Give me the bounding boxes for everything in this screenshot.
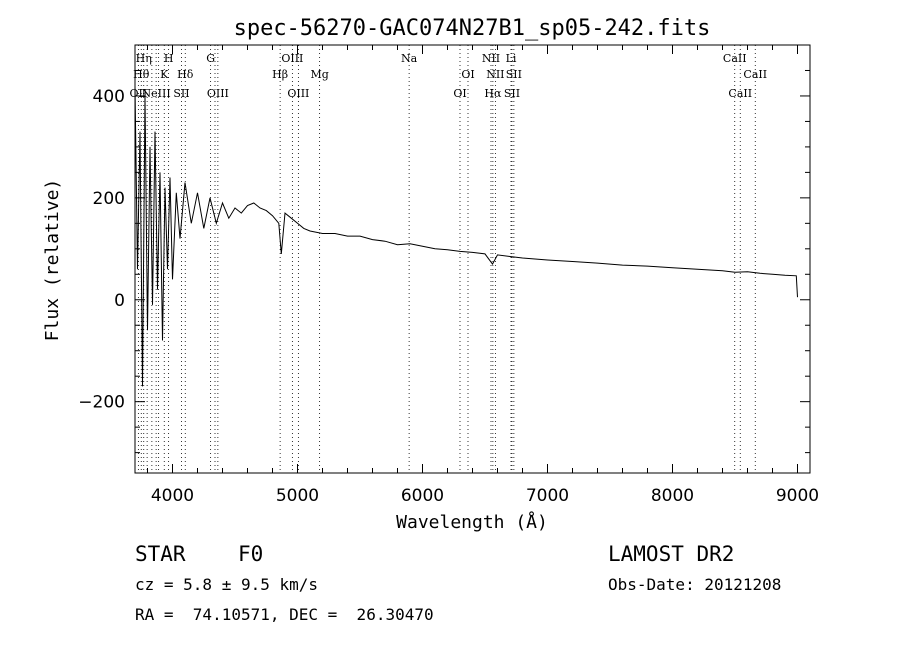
spectral-line-label: G bbox=[206, 52, 215, 65]
spectrum-line bbox=[134, 85, 798, 387]
x-tick-label: 7000 bbox=[526, 486, 569, 506]
spectral-line-label: Hθ bbox=[133, 68, 150, 81]
y-axis: −200 0 200 400 bbox=[78, 44, 810, 454]
redshift-velocity: cz = 5.8 ± 9.5 km/s bbox=[135, 575, 319, 594]
y-axis-label: Flux (relative) bbox=[42, 179, 63, 342]
spectral-line-label: K bbox=[160, 68, 169, 81]
survey-name: LAMOST DR2 bbox=[608, 542, 735, 566]
x-tick-label: 9000 bbox=[776, 486, 819, 506]
x-tick-label: 8000 bbox=[651, 486, 694, 506]
spectral-line-label: OIII bbox=[207, 87, 229, 100]
spectral-line-label: Li bbox=[506, 52, 517, 65]
spectral-line-label: SII bbox=[173, 87, 189, 100]
spectral-line-label: Hα bbox=[484, 87, 502, 100]
spectral-line-label: CaII bbox=[728, 87, 752, 100]
spectral-line-label: Hδ bbox=[177, 68, 194, 81]
spectral-line-label: NeIII bbox=[142, 87, 171, 100]
spectral-line-label: OII bbox=[130, 87, 148, 100]
y-tick-label: −200 bbox=[78, 393, 125, 413]
spectral-line-label: SII bbox=[504, 87, 520, 100]
spectral-line-label: OIII bbox=[281, 52, 303, 65]
spectral-line-label: Hη bbox=[136, 52, 152, 65]
spectral-line-label: NII bbox=[486, 68, 504, 81]
plot-frame bbox=[134, 44, 811, 474]
spectral-line-label: OI bbox=[453, 87, 466, 100]
y-tick-label: 400 bbox=[93, 87, 125, 107]
spectral-line-label: Hβ bbox=[272, 68, 288, 81]
observation-date: Obs-Date: 20121208 bbox=[608, 575, 782, 594]
spectral-line-label: Mg bbox=[310, 68, 328, 81]
x-axis-label: Wavelength (Å) bbox=[396, 511, 548, 533]
x-tick-label: 5000 bbox=[276, 486, 319, 506]
spectral-line-label: OI bbox=[461, 68, 474, 81]
spectral-line-label: Na bbox=[401, 52, 418, 65]
spectral-line-markers: OIIHθHηNeIIIKHSIIHδGOIIIHβOIIIOIIIMgNaOI… bbox=[130, 45, 767, 473]
spectral-line-label: CaII bbox=[723, 52, 747, 65]
spectral-line-label: SII bbox=[506, 68, 522, 81]
spectral-line-label: NII bbox=[482, 52, 500, 65]
sky-coordinates: RA = 74.10571, DEC = 26.30470 bbox=[135, 605, 434, 624]
y-tick-label: 0 bbox=[114, 291, 125, 311]
y-tick-label: 200 bbox=[93, 189, 125, 209]
spectral-line-label: OIII bbox=[287, 87, 309, 100]
object-class: STAR bbox=[135, 542, 186, 566]
spectral-line-label: H bbox=[164, 52, 174, 65]
x-tick-label: 4000 bbox=[151, 486, 194, 506]
object-subclass: F0 bbox=[238, 542, 264, 566]
x-axis: 4000 5000 6000 7000 8000 9000 bbox=[147, 45, 819, 506]
chart-title: spec-56270-GAC074N27B1_sp05-242.fits bbox=[234, 16, 711, 41]
x-tick-label: 6000 bbox=[401, 486, 444, 506]
spectral-line-label: CaII bbox=[743, 68, 767, 81]
